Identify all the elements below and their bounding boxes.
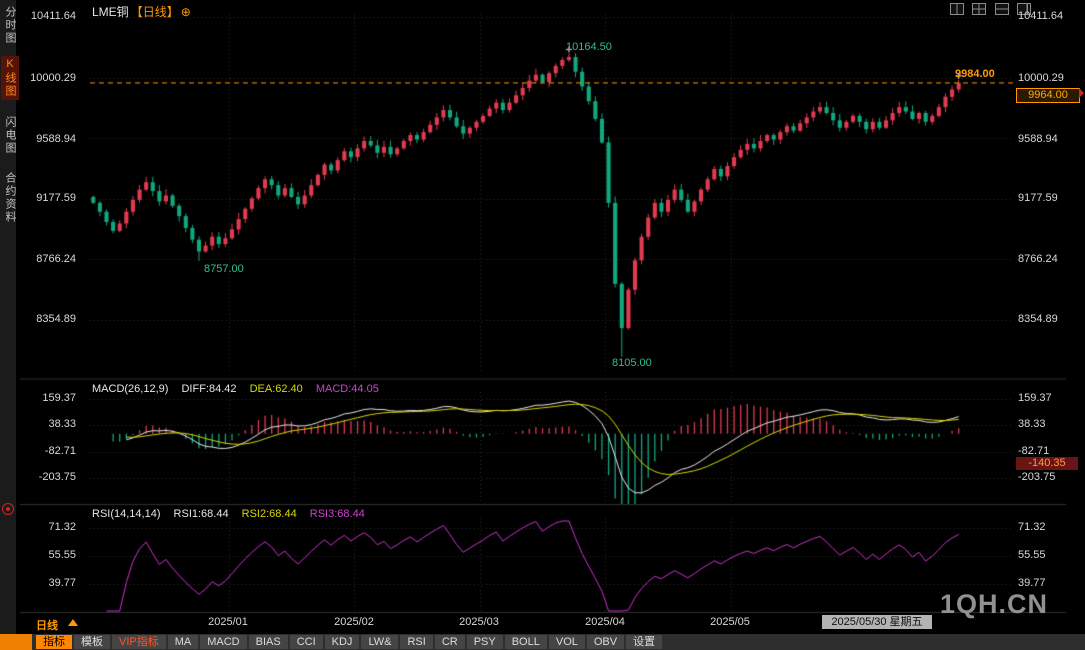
indicator-toolbar: 指标 模板 VIP指标 MA MACD BIAS CCI KDJ LW& RSI… xyxy=(32,634,1085,650)
price-marker-arrow-icon xyxy=(1079,88,1084,98)
macd-value-badge: -140.35 xyxy=(1016,457,1078,470)
price-axis-left: 10411.64 xyxy=(30,10,76,22)
site-watermark: 1QH.CN xyxy=(940,589,1049,619)
tab-template[interactable]: 模板 xyxy=(74,635,110,649)
add-indicator-icon[interactable]: ⊕ xyxy=(180,5,191,19)
x-axis-month: 2025/04 xyxy=(585,616,625,628)
price-axis-right: 8354.89 xyxy=(1018,313,1058,325)
x-axis-month: 2025/05 xyxy=(710,616,750,628)
x-axis-month: 2025/02 xyxy=(334,616,374,628)
rsi-axis-right: 71.32 xyxy=(1018,521,1046,533)
rsi-axis-left: 39.77 xyxy=(48,577,76,589)
sidebar-item-flash[interactable]: 闪电图 xyxy=(4,116,16,155)
sidebar-item-contract-info[interactable]: 合约资料 xyxy=(4,172,16,224)
macd-macd-value: MACD:44.05 xyxy=(315,383,379,395)
rsi-axis-left: 71.32 xyxy=(48,521,76,533)
macd-axis-left: 159.37 xyxy=(42,392,76,404)
layout-panel-right-icon[interactable] xyxy=(1017,3,1032,15)
peak-price-label: 10164.50 xyxy=(566,41,612,53)
layout-grid-icon[interactable] xyxy=(972,3,987,15)
price-axis-left: 10000.29 xyxy=(30,72,76,84)
price-axis-left: 8354.89 xyxy=(36,313,76,325)
layout-split-horizontal-icon[interactable] xyxy=(994,3,1009,15)
tab-indicator[interactable]: 指标 xyxy=(36,635,72,649)
macd-title: MACD(26,12,9) xyxy=(92,383,169,395)
price-axis-right: 10000.29 xyxy=(1018,72,1064,84)
macd-axis-right: 38.33 xyxy=(1018,418,1046,430)
tab-obv[interactable]: OBV xyxy=(586,635,625,649)
rsi3-value: RSI3:68.44 xyxy=(309,508,365,520)
price-axis-right: 9177.59 xyxy=(1018,192,1058,204)
rsi1-value: RSI1:68.44 xyxy=(173,508,229,520)
low1-price-label: 8757.00 xyxy=(204,263,244,275)
price-axis-right: 8766.24 xyxy=(1018,253,1058,265)
layout-icon-group xyxy=(946,3,1032,21)
rsi-header-row: RSI(14,14,14) RSI1:68.44 RSI2:68.44 RSI3… xyxy=(92,508,375,520)
left-sidebar: 分时图 K线图 闪电图 合约资料 xyxy=(0,0,19,650)
tab-bias[interactable]: BIAS xyxy=(248,635,288,649)
price-axis-left: 9177.59 xyxy=(36,192,76,204)
macd-diff-value: DIFF:84.42 xyxy=(181,383,237,395)
macd-header-row: MACD(26,12,9) DIFF:84.42 DEA:62.40 MACD:… xyxy=(92,383,389,395)
home-button[interactable] xyxy=(0,634,32,650)
tab-cci[interactable]: CCI xyxy=(289,635,323,649)
macd-axis-left: -82.71 xyxy=(44,445,76,457)
sidebar-item-kline[interactable]: K线图 xyxy=(1,56,19,100)
tab-rsi[interactable]: RSI xyxy=(400,635,433,649)
rsi2-value: RSI2:68.44 xyxy=(241,508,297,520)
tab-cr[interactable]: CR xyxy=(434,635,465,649)
low2-price-label: 8105.00 xyxy=(612,357,652,369)
macd-axis-right: 159.37 xyxy=(1018,392,1052,404)
tab-settings[interactable]: 设置 xyxy=(626,635,663,649)
macd-axis-right: -203.75 xyxy=(1018,471,1056,483)
layout-split-vertical-icon[interactable] xyxy=(950,3,964,15)
x-axis-month: 2025/03 xyxy=(459,616,499,628)
tab-boll[interactable]: BOLL xyxy=(504,635,547,649)
tab-vol[interactable]: VOL xyxy=(548,635,585,649)
period-tag: 【日线】 xyxy=(130,5,179,19)
macd-dea-value: DEA:62.40 xyxy=(249,383,303,395)
current-price-badge: 9964.00 xyxy=(1016,88,1080,103)
x-axis-month: 2025/01 xyxy=(208,616,248,628)
macd-axis-right: -82.71 xyxy=(1018,445,1050,457)
refresh-icon[interactable] xyxy=(2,503,14,515)
tab-lwr[interactable]: LW& xyxy=(361,635,399,649)
current-date-label: 2025/05/30 星期五 xyxy=(822,615,932,629)
period-label[interactable]: 日线 xyxy=(36,620,58,632)
rsi-title: RSI(14,14,14) xyxy=(92,508,161,520)
tab-macd[interactable]: MACD xyxy=(200,635,247,649)
price-axis-left: 8766.24 xyxy=(36,253,76,265)
expand-panel-icon[interactable] xyxy=(68,619,78,626)
tab-ma[interactable]: MA xyxy=(167,635,199,649)
price-axis-right: 9588.94 xyxy=(1018,133,1058,145)
tab-vip-indicator[interactable]: VIP指标 xyxy=(112,635,166,649)
price-axis-left: 9588.94 xyxy=(36,133,76,145)
macd-axis-left: -203.75 xyxy=(38,471,76,483)
rsi-axis-right: 39.77 xyxy=(1018,577,1046,589)
tab-psy[interactable]: PSY xyxy=(466,635,503,649)
tab-kdj[interactable]: KDJ xyxy=(324,635,360,649)
macd-axis-left: 38.33 xyxy=(48,418,76,430)
last-high-label: 9984.00 xyxy=(955,68,995,80)
rsi-axis-left: 55.55 xyxy=(48,549,76,561)
symbol-title: LME铜 xyxy=(92,5,129,19)
price-axis-right: 10411.64 xyxy=(1018,10,1064,22)
chart-header: LME铜 【日线】 ⊕ xyxy=(92,3,193,20)
rsi-axis-right: 55.55 xyxy=(1018,549,1046,561)
sidebar-item-timeline[interactable]: 分时图 xyxy=(4,6,16,45)
